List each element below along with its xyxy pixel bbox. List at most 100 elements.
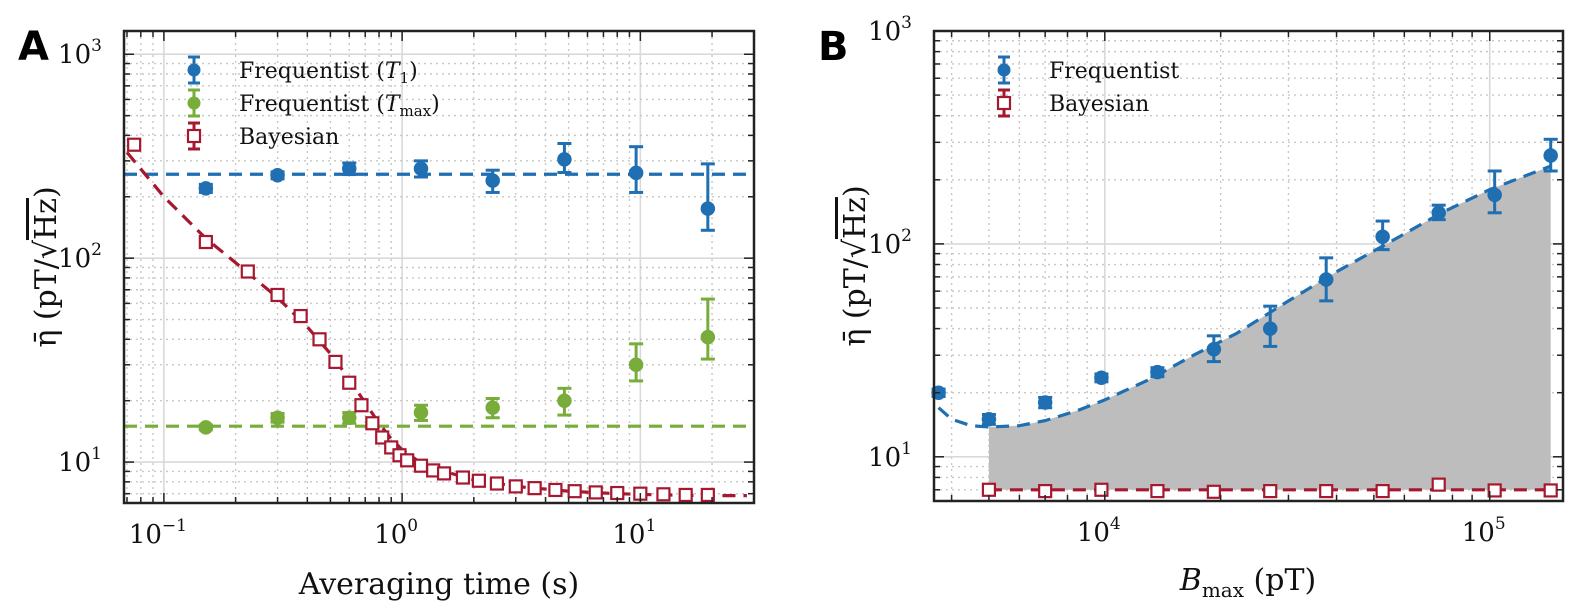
x-axis-label-a: Averaging time (s) [298,567,579,602]
data-point [981,412,997,427]
legend-b: Frequentist Bayesian [996,55,1179,118]
data-point [1206,342,1222,357]
x-axis-label-b: Bmax (pT) [1179,563,1316,602]
legend-marker [997,63,1011,77]
legend-marker [186,128,202,144]
y-axis-label-a: η̄ (pT/√Hz) [29,186,64,347]
y-tick-label: 102 [868,226,912,260]
data-point [700,487,715,503]
svg-text:η̄ (pT/√Hz): η̄ (pT/√Hz) [838,185,873,346]
svg-text:η̄ (pT/√Hz): η̄ (pT/√Hz) [29,186,64,347]
data-point [127,137,142,152]
data-point [628,357,644,373]
data-point [240,264,255,279]
x-tick-label: 100 [374,516,418,550]
y-tick-label: 103 [58,36,102,70]
x-tick-label: 101 [612,516,656,550]
data-point [436,466,452,481]
data-point [1431,205,1446,221]
data-point [1094,370,1109,386]
legend-marker [996,95,1012,111]
data-point [413,458,429,473]
legend-a: Frequentist (T1) Frequentist (Tmax) Bayesi… [186,55,440,151]
panel-letter-b: B [818,24,849,70]
lines-a [124,151,754,498]
legend-label: Frequentist (Tmax) [239,92,440,120]
y-tick-label: 102 [58,240,102,274]
data-point [548,482,563,498]
data-point [489,476,505,491]
data-point [270,168,285,183]
fit-line [937,164,1552,429]
y-tick-label: 101 [58,444,102,478]
data-point [342,161,357,176]
data-point [485,400,500,415]
data-point [508,479,523,494]
data-point [198,234,213,250]
legend-marker [187,63,201,77]
legend-label: Frequentist (T1) [239,59,418,87]
data-point [1262,321,1278,336]
data-point [293,308,308,324]
data-point [342,375,357,390]
data-point [485,173,500,188]
data-point [328,354,343,369]
panel-b: 104 105 101 102 103 Frequentist Bayesian Bmax… [838,13,1565,602]
data-point [678,487,693,503]
data-point [527,481,542,496]
ticks-b: 104 105 101 102 103 [868,13,1563,548]
data-point [1375,229,1390,245]
data-point [656,487,671,502]
data-point [270,287,285,303]
data-point [455,470,471,485]
data-point [1375,484,1390,499]
data-point [1206,484,1221,499]
legend-label: Frequentist [1049,59,1179,84]
axes-frame-b [932,29,1565,503]
y-axis-label-b: η̄ (pT/√Hz) [838,185,873,346]
fit-line [125,151,747,498]
data-point [557,152,572,167]
data-point [1319,484,1334,499]
marks-a [127,137,716,503]
data-point [1150,364,1165,380]
data-point [1037,395,1053,410]
data-point [365,416,380,431]
data-point [1543,483,1558,498]
data-point [557,393,572,408]
data-point [1094,482,1109,497]
data-point [700,329,716,345]
y-tick-label: 103 [868,13,912,47]
data-point [312,332,327,347]
data-point [413,161,429,176]
data-point [1487,483,1502,498]
data-point [567,484,582,499]
data-point [400,453,415,468]
data-point [354,398,369,413]
ticks-a: 10−1 100 101 101 102 103 [58,31,755,550]
data-point [1318,272,1334,287]
legend-marker [187,96,201,110]
data-point [198,181,214,196]
data-point [628,165,644,181]
x-tick-label: 105 [1462,514,1506,548]
data-point [588,485,603,500]
y-tick-label: 101 [868,439,912,473]
panel-letter-a: A [18,24,49,70]
x-tick-label: 10−1 [129,516,187,550]
data-point [1150,484,1165,499]
data-point [471,473,486,488]
data-point [1263,484,1278,499]
legend-label: Bayesian [239,125,339,150]
x-tick-label: 104 [1077,514,1121,548]
data-point [1431,477,1446,492]
data-point [198,420,214,435]
data-point [1487,187,1502,203]
data-point [270,410,285,425]
data-point [981,482,997,497]
data-point [700,201,716,216]
data-point [413,405,429,420]
legend-label: Bayesian [1049,92,1149,117]
